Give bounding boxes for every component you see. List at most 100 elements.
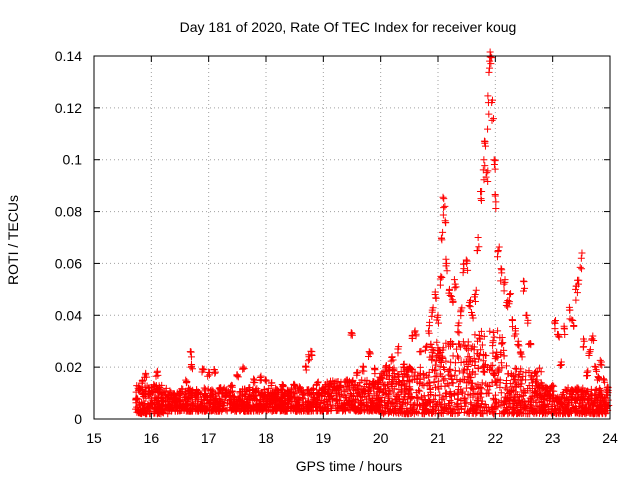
band-point <box>268 395 276 403</box>
band-point <box>167 407 175 415</box>
data-point <box>464 266 472 274</box>
band-point <box>388 382 396 390</box>
band-point <box>208 386 216 394</box>
band-point <box>540 394 548 402</box>
band-point <box>469 385 477 393</box>
data-point <box>483 169 491 177</box>
band-point <box>539 405 547 413</box>
data-point <box>439 228 447 236</box>
band-point <box>467 400 475 408</box>
band-point <box>515 399 523 407</box>
data-point <box>484 177 492 185</box>
band-point <box>207 400 215 408</box>
plot-frame <box>93 55 611 420</box>
data-point <box>518 353 526 361</box>
band-point <box>379 379 387 387</box>
data-point <box>500 280 508 288</box>
data-point <box>441 217 449 225</box>
band-point <box>207 391 215 399</box>
y-tick-label: 0.14 <box>55 48 82 64</box>
band-point <box>497 389 505 397</box>
band-point <box>490 333 498 341</box>
band-point <box>401 382 409 390</box>
band-point <box>600 404 608 412</box>
data-point <box>284 390 292 398</box>
band-point <box>381 408 389 416</box>
band-point <box>486 382 494 390</box>
band-point <box>464 338 472 346</box>
data-point <box>134 395 142 403</box>
band-point <box>473 407 481 415</box>
data-point <box>501 278 509 286</box>
y-tick-label: 0.06 <box>55 255 82 271</box>
data-points <box>132 48 613 418</box>
band-point <box>338 401 346 409</box>
data-point <box>147 399 155 407</box>
data-point <box>466 303 474 311</box>
band-point <box>497 397 505 405</box>
band-point <box>252 401 260 409</box>
band-point <box>158 404 166 412</box>
band-point <box>590 396 598 404</box>
data-point <box>598 361 606 369</box>
band-point <box>250 393 258 401</box>
data-point <box>593 367 601 375</box>
data-point <box>436 275 444 283</box>
data-point <box>532 368 540 376</box>
data-point <box>471 298 479 306</box>
data-point <box>377 373 385 381</box>
band-point <box>350 404 358 412</box>
band-point <box>426 386 434 394</box>
data-point <box>596 356 604 364</box>
data-point <box>504 303 512 311</box>
data-point <box>165 391 173 399</box>
band-point <box>479 351 487 359</box>
band-point <box>559 409 567 417</box>
band-point <box>456 378 464 386</box>
band-point <box>411 376 419 384</box>
band-point <box>454 403 462 411</box>
band-point <box>488 378 496 386</box>
band-point <box>166 403 174 411</box>
band-point <box>529 382 537 390</box>
band-point <box>307 400 315 408</box>
band-point <box>179 401 187 409</box>
data-point <box>459 269 467 277</box>
band-point <box>182 396 190 404</box>
band-point <box>577 392 585 400</box>
band-point <box>297 406 305 414</box>
band-point <box>437 406 445 414</box>
data-point <box>580 343 588 351</box>
data-point <box>205 371 213 379</box>
data-point <box>488 98 496 106</box>
data-point <box>497 265 505 273</box>
band-point <box>430 378 438 386</box>
band-point <box>470 354 478 362</box>
data-point <box>530 369 538 377</box>
band-point <box>431 392 439 400</box>
band-point <box>210 401 218 409</box>
band-point <box>461 343 469 351</box>
data-point <box>515 342 523 350</box>
data-point <box>222 388 230 396</box>
data-point <box>426 318 434 326</box>
band-point <box>482 380 490 388</box>
band-point <box>437 382 445 390</box>
data-point <box>477 197 485 205</box>
band-point <box>487 362 495 370</box>
band-point <box>485 389 493 397</box>
data-point <box>582 372 590 380</box>
band-point <box>521 398 529 406</box>
data-point <box>463 257 471 265</box>
data-point <box>148 400 156 408</box>
band-point <box>407 386 415 394</box>
band-point <box>262 406 270 414</box>
data-point <box>508 316 516 324</box>
band-point <box>358 406 366 414</box>
data-point <box>470 293 478 301</box>
data-point <box>586 346 594 354</box>
data-point <box>164 393 172 401</box>
y-axis-label: ROTI / TECUs <box>5 195 21 285</box>
band-point <box>386 407 394 415</box>
